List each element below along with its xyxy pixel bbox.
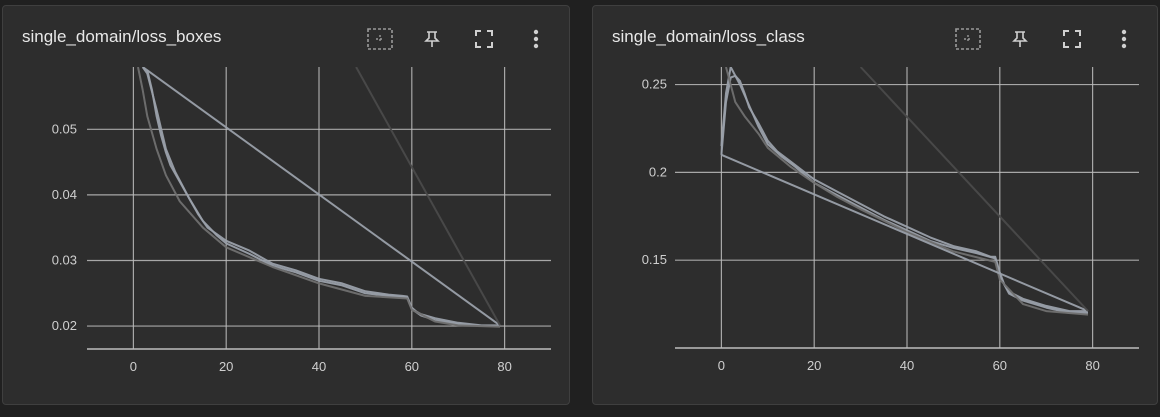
- y-tick-label: 0.25: [642, 77, 667, 92]
- y-tick-label: 0.04: [52, 187, 77, 202]
- more-vert-icon[interactable]: [1109, 24, 1139, 54]
- x-tick-label: 0: [718, 358, 725, 373]
- chart-card-loss-class: single_domain/loss_class 0.15 0.2 0.25 0 20 4…: [592, 5, 1158, 405]
- more-vert-icon[interactable]: [521, 24, 551, 54]
- line-chart-loss-boxes: 0.02 0.03 0.04 0.05 0 20 40 60 80: [52, 67, 551, 374]
- series-line-1: [720, 67, 1088, 314]
- series-line-2: [137, 67, 501, 328]
- chart-title: single_domain/loss_boxes: [22, 27, 222, 46]
- series-line-4: [355, 67, 501, 326]
- chart-card-loss-boxes: single_domain/loss_boxes 0.02 0.03 0.04 0.0…: [2, 5, 570, 405]
- x-tick-label: 80: [1085, 358, 1099, 373]
- series-line-4: [859, 67, 1089, 312]
- x-tick-label: 80: [497, 359, 511, 374]
- pin-icon[interactable]: [417, 24, 447, 54]
- series-line-3: [146, 69, 501, 327]
- card-toolbar: [365, 24, 551, 54]
- x-tick-label: 60: [405, 359, 419, 374]
- y-tick-label: 0.05: [52, 121, 77, 136]
- card-toolbar: [953, 24, 1139, 54]
- x-tick-label: 40: [900, 358, 914, 373]
- y-tick-label: 0.02: [52, 318, 77, 333]
- x-tick-label: 20: [219, 359, 233, 374]
- fit-to-data-icon[interactable]: [365, 24, 395, 54]
- x-tick-label: 40: [312, 359, 326, 374]
- pin-icon[interactable]: [1005, 24, 1035, 54]
- chart-title: single_domain/loss_class: [612, 27, 805, 46]
- series-line-2: [725, 67, 1089, 316]
- series-group: [137, 67, 501, 328]
- line-chart-loss-class: 0.15 0.2 0.25 0 20 40 60 80: [642, 67, 1139, 373]
- fit-to-data-icon[interactable]: [953, 24, 983, 54]
- series-line-3: [721, 153, 1089, 313]
- fullscreen-icon[interactable]: [469, 24, 499, 54]
- series-line-0: [720, 74, 1088, 313]
- y-tick-label: 0.2: [649, 164, 667, 179]
- series-group: [720, 67, 1089, 316]
- fullscreen-icon[interactable]: [1057, 24, 1087, 54]
- x-tick-label: 20: [807, 358, 821, 373]
- y-tick-label: 0.15: [642, 252, 667, 267]
- x-tick-label: 0: [130, 359, 137, 374]
- y-tick-label: 0.03: [52, 252, 77, 267]
- x-tick-label: 60: [993, 358, 1007, 373]
